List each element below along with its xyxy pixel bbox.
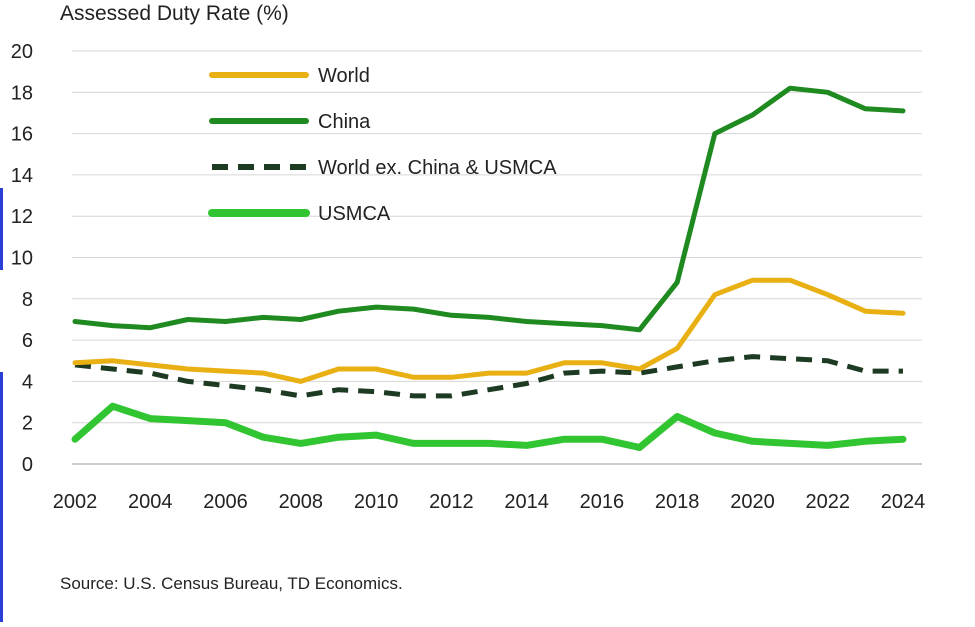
y-tick-label: 8	[22, 289, 33, 311]
series-lines	[71, 85, 907, 451]
y-tick-label: 4	[22, 371, 33, 393]
y-tick-label: 2	[22, 413, 33, 435]
y-tick-label: 0	[22, 454, 33, 476]
x-tick-label: 2016	[580, 491, 625, 513]
x-tick-label: 2024	[881, 491, 926, 513]
x-tick-label: 2020	[730, 491, 775, 513]
y-axis-label: Assessed Duty Rate (%)	[60, 2, 289, 25]
legend-label-world: World	[318, 65, 370, 87]
x-tick-label: 2012	[429, 491, 474, 513]
y-tick-labels: 0 2 4 6 8 10 12 14 16 18 20	[11, 41, 33, 476]
left-edge-mark-bottom	[0, 372, 3, 622]
left-edge-mark-top	[0, 188, 3, 270]
series-line-world	[72, 277, 906, 384]
y-tick-label: 18	[11, 82, 33, 104]
x-tick-label: 2014	[504, 491, 549, 513]
gridlines	[72, 50, 922, 465]
legend: World China World ex. China & USMCA USMCA	[208, 65, 557, 225]
x-tick-label: 2022	[805, 491, 850, 513]
legend-label-world-ex-china-usmca: World ex. China & USMCA	[318, 157, 557, 179]
x-tick-label: 2004	[128, 491, 173, 513]
x-tick-label: 2010	[354, 491, 399, 513]
x-tick-label: 2006	[203, 491, 248, 513]
y-tick-label: 10	[11, 248, 33, 270]
y-tick-label: 6	[22, 330, 33, 352]
series-line-world-ex-china-usmca	[74, 354, 903, 399]
series-line-china	[72, 85, 906, 333]
x-tick-label: 2018	[655, 491, 700, 513]
legend-label-china: China	[318, 111, 371, 133]
source-note: Source: U.S. Census Bureau, TD Economics…	[60, 574, 403, 593]
x-tick-label: 2002	[53, 491, 98, 513]
y-tick-label: 20	[11, 41, 33, 63]
legend-label-usmca: USMCA	[318, 203, 391, 225]
y-tick-label: 16	[11, 124, 33, 146]
x-tick-labels: 2002 2004 2006 2008 2010 2012 2014 2016 2018 2020…	[53, 491, 926, 513]
x-tick-label: 2008	[279, 491, 324, 513]
y-tick-label: 12	[11, 206, 33, 228]
y-tick-label: 14	[11, 165, 33, 187]
series-line-usmca	[71, 402, 907, 451]
